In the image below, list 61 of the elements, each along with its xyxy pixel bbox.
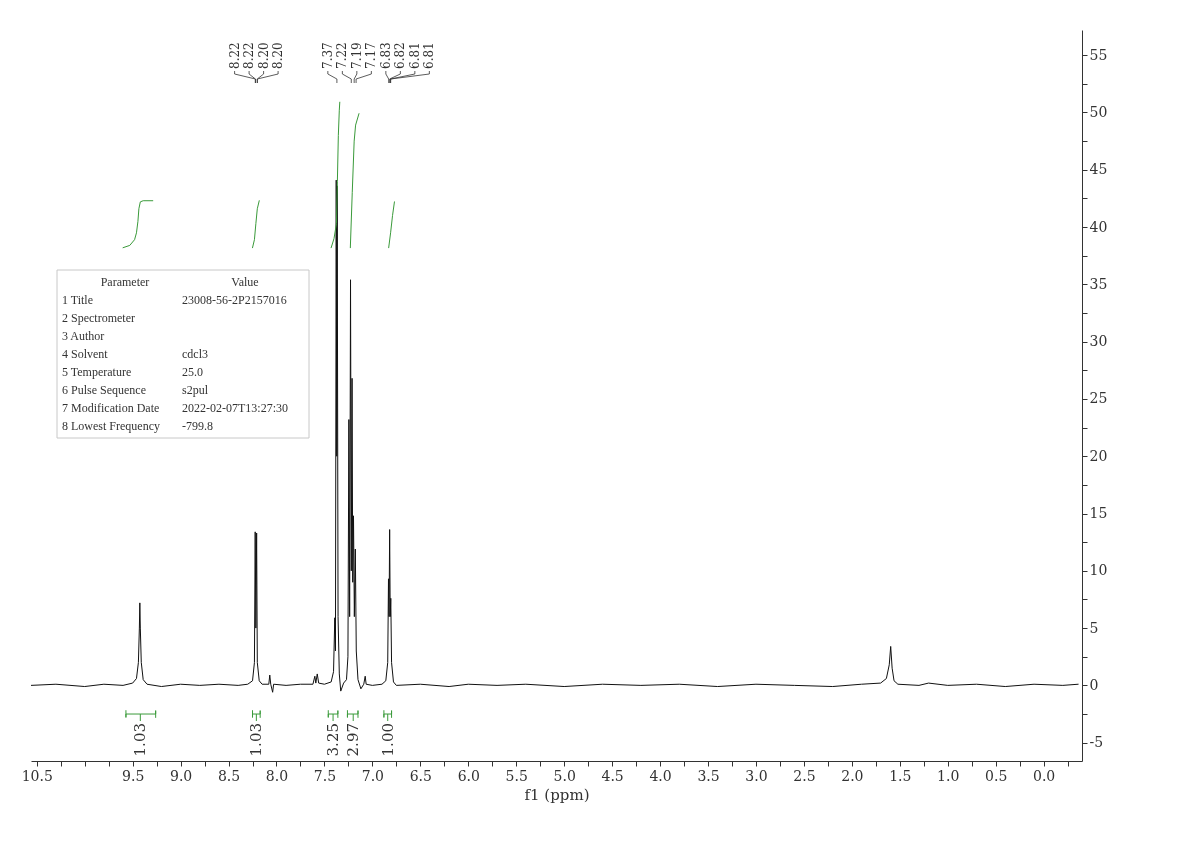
x-tick-label: 5.5 <box>505 767 528 784</box>
annotation: 6.83 <box>378 42 393 69</box>
x-tick-label: 4.0 <box>649 767 672 784</box>
annotation: 7.17 <box>364 42 379 69</box>
x-tick-label: 8.5 <box>217 767 241 784</box>
annotation: 2.97 <box>344 723 363 757</box>
y-tick-label: 45 <box>1089 161 1108 178</box>
y-tick-label: 5 <box>1089 619 1099 636</box>
x-tick-label: 8.0 <box>265 767 289 784</box>
x-tick-label: 3.0 <box>745 767 768 784</box>
annotation: 8.22 <box>242 42 257 69</box>
y-tick-label: 15 <box>1089 505 1108 522</box>
annotation: 8.20 <box>256 42 271 69</box>
annotation: 8.22 <box>227 42 242 69</box>
y-tick-label: 55 <box>1089 46 1108 63</box>
text: 6 Pulse Sequence s2pul <box>62 383 209 397</box>
x-axis-title: f1 (ppm) <box>524 785 590 804</box>
y-tick-label: 35 <box>1089 275 1108 292</box>
annotation: 2 Spectrometer <box>62 311 135 325</box>
y-tick-label: 10 <box>1089 562 1108 579</box>
annotation: 1.03 <box>131 723 150 757</box>
x-tick-label: 3.5 <box>697 767 720 784</box>
annotation: 6.82 <box>393 42 408 69</box>
y-tick-label: 20 <box>1089 447 1108 464</box>
text: Parameter Value <box>100 275 259 289</box>
x-tick-label: 6.0 <box>457 767 480 784</box>
x-tick-label: 4.5 <box>601 767 624 784</box>
text: 7 Modification Date 2022-02-07T13:27:30 <box>62 401 288 415</box>
x-tick-label: 6.5 <box>409 767 432 784</box>
x-tick-label: 2.5 <box>793 767 816 784</box>
y-tick-label: 0 <box>1089 676 1099 693</box>
annotation: 1.00 <box>378 723 397 757</box>
annotation: 7.37 <box>320 42 335 69</box>
annotation: 7.19 <box>349 42 364 69</box>
x-tick-label: 1.5 <box>889 767 912 784</box>
annotation: 3.25 <box>324 723 343 757</box>
y-tick-label: 50 <box>1089 104 1108 120</box>
text: 5 Temperature 25.0 <box>62 365 203 379</box>
x-tick-label: 9.5 <box>122 767 145 784</box>
x-tick-label: 5.0 <box>553 767 576 784</box>
annotation: 8.20 <box>271 42 286 69</box>
text: 4 Solvent cdcl3 <box>62 347 208 361</box>
x-tick-label: 7.5 <box>313 767 337 784</box>
text: 8 Lowest Frequency -799.8 <box>62 419 213 433</box>
x-tick-label: 0.5 <box>985 767 1008 784</box>
y-tick-label: 30 <box>1089 333 1108 350</box>
x-tick-label: 1.0 <box>937 767 960 784</box>
annotation: 6.81 <box>407 42 422 69</box>
x-tick-label: 2.0 <box>841 767 864 784</box>
annotation: 3 Author <box>62 329 105 343</box>
annotation: 1.03 <box>247 723 266 757</box>
x-tick-label: 7.0 <box>361 767 385 784</box>
y-tick-label: -5 <box>1089 734 1104 751</box>
x-tick-label: 9.0 <box>169 767 193 784</box>
x-tick-label: 0.0 <box>1033 767 1056 784</box>
annotation: 6.81 <box>422 42 437 69</box>
x-tick-label: 10.5 <box>21 767 53 784</box>
annotation: 7.22 <box>335 42 350 69</box>
text: 1 Title 23008-56-2P2157016 <box>62 293 287 307</box>
y-tick-label: 40 <box>1089 218 1108 235</box>
y-tick-label: 25 <box>1089 390 1108 407</box>
